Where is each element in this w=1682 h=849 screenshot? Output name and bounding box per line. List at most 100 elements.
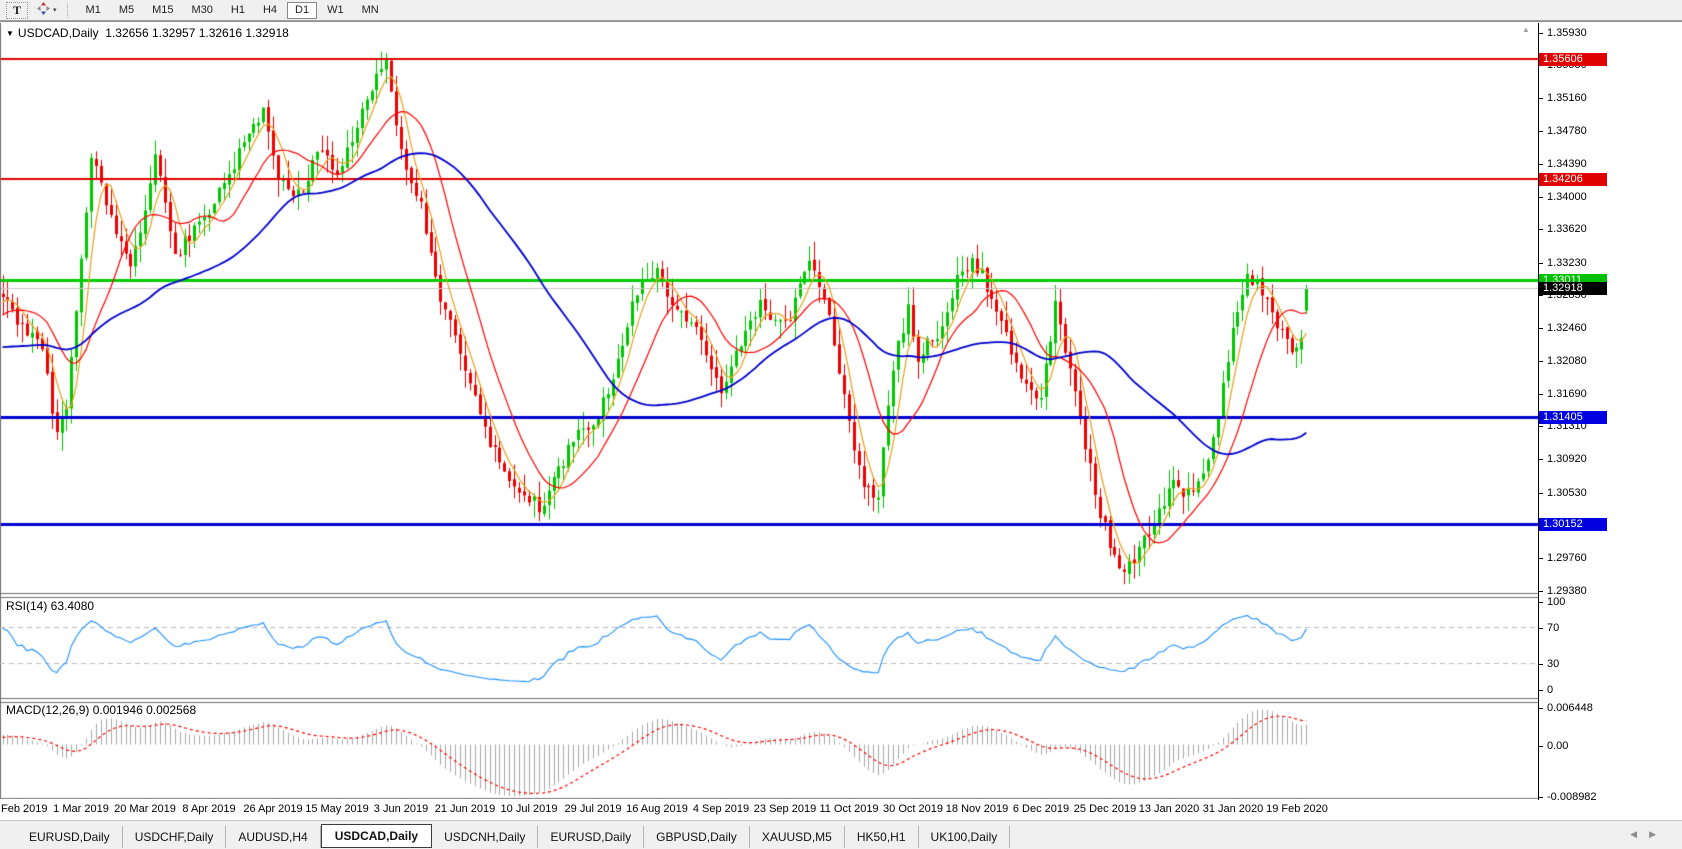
tabs-scroll-left-icon[interactable]: ◀: [1630, 829, 1650, 839]
date-axis-label: 16 Aug 2019: [626, 803, 688, 815]
price-axis-tick-tick-mark: [1539, 197, 1543, 198]
date-axis-label: 30 Oct 2019: [883, 803, 943, 815]
rsi-axis-tick: 0: [1547, 684, 1554, 696]
price-level-label: 1.35606: [1539, 53, 1607, 66]
price-axis-tick: 1.33620: [1547, 223, 1587, 235]
macd-axis-tick-tick-mark: [1539, 708, 1543, 709]
timeframe-button-h4[interactable]: H4: [255, 2, 285, 19]
rsi-axis-tick: 100: [1547, 596, 1566, 608]
date-axis-label: 20 Mar 2019: [114, 803, 176, 815]
price-axis-tick: 1.35160: [1547, 92, 1587, 104]
price-level-label: 1.34206: [1539, 173, 1607, 186]
price-axis-tick: 1.33230: [1547, 257, 1587, 269]
chart-ohlc-quote: 1.32656 1.32957 1.32616 1.32918: [105, 26, 289, 40]
chart-title: ▼ USDCAD,Daily 1.32656 1.32957 1.32616 1.…: [6, 26, 289, 40]
price-axis-tick-tick-mark: [1539, 426, 1543, 427]
rsi-axis-tick: 30: [1547, 658, 1560, 670]
chart-tab-usdcad-daily[interactable]: USDCAD,Daily: [320, 824, 433, 848]
price-axis-tick-tick-mark: [1539, 459, 1543, 460]
rsi-axis-tick-tick-mark: [1539, 602, 1543, 603]
price-axis-tick: 1.34390: [1547, 158, 1587, 170]
timeframe-button-m30[interactable]: M30: [184, 2, 221, 19]
arrows-tool-button[interactable]: ▾: [34, 1, 60, 19]
price-axis-tick: 1.34780: [1547, 125, 1587, 137]
date-axis-label: 6 Dec 2019: [1012, 803, 1070, 815]
toolbar-separator: [66, 2, 72, 18]
price-level-label: 1.31405: [1539, 411, 1607, 424]
date-axis-label: 21 Jun 2019: [434, 803, 496, 815]
macd-axis-tick-tick-mark: [1539, 746, 1543, 747]
rsi-axis-tick-tick-mark: [1539, 664, 1543, 665]
price-axis-tick-tick-mark: [1539, 361, 1543, 362]
price-axis-tick-tick-mark: [1539, 131, 1543, 132]
price-axis-tick: 1.35930: [1547, 27, 1587, 39]
date-axis-label: 4 Sep 2019: [692, 803, 750, 815]
tabs-scroll-right-icon[interactable]: ▶: [1649, 829, 1668, 839]
chart-tab-bar: EURUSD,Daily USDCHF,Daily AUDUSD,H4 USDCAD,…: [0, 820, 1682, 849]
price-axis-tick: 1.29760: [1547, 552, 1587, 564]
chart-symbol-period: USDCAD,Daily: [17, 26, 99, 40]
date-axis-label: 31 Jan 2020: [1202, 803, 1264, 815]
chart-tab-usdchf-daily[interactable]: USDCHF,Daily: [123, 826, 227, 848]
price-axis-tick-tick-mark: [1539, 394, 1543, 395]
price-axis-tick-tick-mark: [1539, 263, 1543, 264]
arrows-icon: [37, 2, 51, 18]
price-axis-tick-tick-mark: [1539, 591, 1543, 592]
price-level-label: 1.30152: [1539, 518, 1607, 531]
timeframe-button-d1[interactable]: D1: [287, 1, 318, 19]
chart-window: ▼ USDCAD,Daily 1.32656 1.32957 1.32616 1.…: [0, 21, 1682, 821]
macd-axis-tick-tick-mark: [1539, 797, 1543, 798]
chevron-down-icon: ▾: [53, 7, 57, 14]
chart-tab-xauusd-m5[interactable]: XAUUSD,M5: [750, 826, 845, 848]
date-axis-label: 11 Oct 2019: [819, 803, 879, 815]
price-axis-tick: 1.31690: [1547, 388, 1587, 400]
timeframe-button-h1[interactable]: H1: [223, 2, 253, 19]
chart-tab-audusd-h4[interactable]: AUDUSD,H4: [226, 826, 321, 848]
price-axis-tick-tick-mark: [1539, 295, 1543, 296]
rsi-indicator-label: RSI(14) 63.4080: [6, 599, 95, 613]
date-axis-label: 3 Jun 2019: [373, 803, 429, 815]
date-axis[interactable]: 11 Feb 2019 1 Mar 2019 20 Mar 2019 8 Apr 20…: [0, 799, 1538, 821]
price-axis-tick: 1.32080: [1547, 355, 1587, 367]
price-axis-tick-tick-mark: [1539, 229, 1543, 230]
date-axis-label: 10 Jul 2019: [500, 803, 558, 815]
macd-axis-tick: 0.006448: [1547, 702, 1593, 714]
chart-collapse-icon[interactable]: ▼: [6, 29, 14, 38]
price-axis-tick: 1.34000: [1547, 191, 1587, 203]
macd-axis-tick: 0.00: [1547, 740, 1569, 752]
chart-scroll-up-icon[interactable]: ▲: [1522, 25, 1530, 34]
chart-tab-usdcnh-daily[interactable]: USDCNH,Daily: [432, 826, 539, 848]
date-axis-label: 19 Feb 2020: [1266, 803, 1328, 815]
date-axis-label: 25 Dec 2019: [1073, 803, 1137, 815]
chart-tab-eurusd-daily[interactable]: EURUSD,Daily: [538, 826, 645, 848]
chart-tab-uk100-daily[interactable]: UK100,Daily: [919, 826, 1011, 848]
date-axis-label: 13 Jan 2020: [1138, 803, 1200, 815]
macd-indicator-label: MACD(12,26,9) 0.001946 0.002568: [6, 703, 197, 717]
chart-tabs: EURUSD,Daily USDCHF,Daily AUDUSD,H4 USDCAD,…: [16, 824, 1011, 848]
timeframe-button-w1[interactable]: W1: [319, 2, 352, 19]
date-axis-label: 26 Apr 2019: [243, 803, 303, 815]
date-axis-label: 1 Mar 2019: [53, 803, 109, 815]
chart-tab-hk50-h1[interactable]: HK50,H1: [845, 826, 919, 848]
macd-axis-tick: -0.008982: [1547, 791, 1597, 803]
price-axis-tick-tick-mark: [1539, 33, 1543, 34]
price-axis-tick-tick-mark: [1539, 328, 1543, 329]
timeframe-button-m1[interactable]: M1: [78, 2, 109, 19]
rsi-axis-tick-tick-mark: [1539, 690, 1543, 691]
price-axis-tick: 1.32460: [1547, 322, 1587, 334]
timeframe-button-m5[interactable]: M5: [111, 2, 142, 19]
chart-tab-eurusd-daily[interactable]: EURUSD,Daily: [16, 826, 123, 848]
price-axis-tick-tick-mark: [1539, 98, 1543, 99]
text-tool-button[interactable]: T: [6, 1, 29, 19]
price-chart-canvas[interactable]: [0, 23, 1538, 821]
date-axis-label: 18 Nov 2019: [945, 803, 1009, 815]
timeframe-button-mn[interactable]: MN: [354, 2, 387, 19]
date-axis-label: 15 May 2019: [305, 803, 369, 815]
price-axis[interactable]: 1.359301.355501.351601.347801.343901.340…: [1538, 23, 1682, 803]
price-axis-tick: 1.29380: [1547, 585, 1587, 597]
date-axis-label: 8 Apr 2019: [182, 803, 236, 815]
chart-tab-gbpusd-daily[interactable]: GBPUSD,Daily: [644, 826, 750, 848]
top-toolbar: T ▾ M1 M5 M15 M30 H1 H4 D1 W1 MN: [0, 0, 1682, 21]
price-level-label: 1.32918: [1539, 282, 1607, 295]
timeframe-button-m15[interactable]: M15: [144, 2, 181, 19]
